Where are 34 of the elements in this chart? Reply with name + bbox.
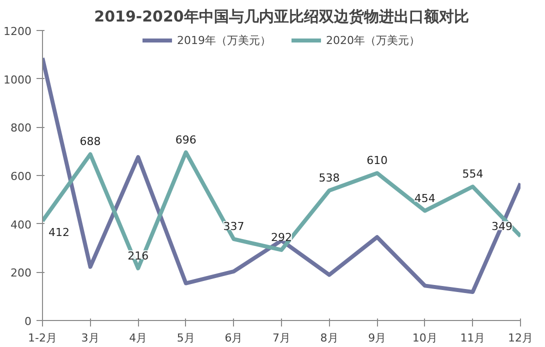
legend-label: 2019年（万美元）: [177, 32, 271, 48]
data-label: 454: [414, 192, 436, 205]
y-tick-label: 200: [10, 266, 32, 280]
data-label: 610: [366, 154, 388, 168]
x-tick-label: 5月: [176, 332, 195, 344]
data-label: 216: [128, 249, 149, 262]
x-tick-label: 9月: [368, 332, 386, 344]
x-tick-label: 4月: [129, 332, 148, 344]
x-tick-label: 8月: [320, 332, 338, 344]
x-tick-label: 12月: [508, 332, 533, 344]
y-tick-label: 1000: [4, 73, 32, 86]
x-tick-label: 10月: [412, 332, 438, 344]
line-series: [42, 56, 520, 294]
y-tick-label: 0: [24, 315, 32, 328]
data-label: 412: [48, 226, 70, 239]
chart-title: 2019-2020年中国与几内亚比绍双边货物进出口额对比: [94, 8, 469, 26]
y-tick-label: 800: [10, 122, 32, 135]
y-tick-label: 600: [10, 170, 32, 183]
y-tick-label: 1200: [4, 25, 32, 38]
x-tick-label: 7月: [272, 332, 290, 344]
x-tick-label: 11月: [460, 332, 486, 344]
line-series: [42, 150, 520, 270]
x-tick-label: 3月: [81, 332, 100, 344]
data-label: 554: [462, 168, 484, 181]
data-label: 688: [80, 135, 101, 148]
data-label: 292: [271, 230, 292, 244]
x-tick-label: 6月: [224, 332, 243, 344]
data-label: 538: [318, 171, 340, 184]
data-label: 337: [223, 220, 244, 234]
data-label: 696: [175, 133, 196, 146]
y-tick-label: 400: [10, 218, 32, 232]
legend-label: 2020年（万美元）: [326, 32, 420, 48]
x-tick-label: 1-2月: [28, 332, 57, 344]
data-label: 349: [492, 220, 513, 234]
